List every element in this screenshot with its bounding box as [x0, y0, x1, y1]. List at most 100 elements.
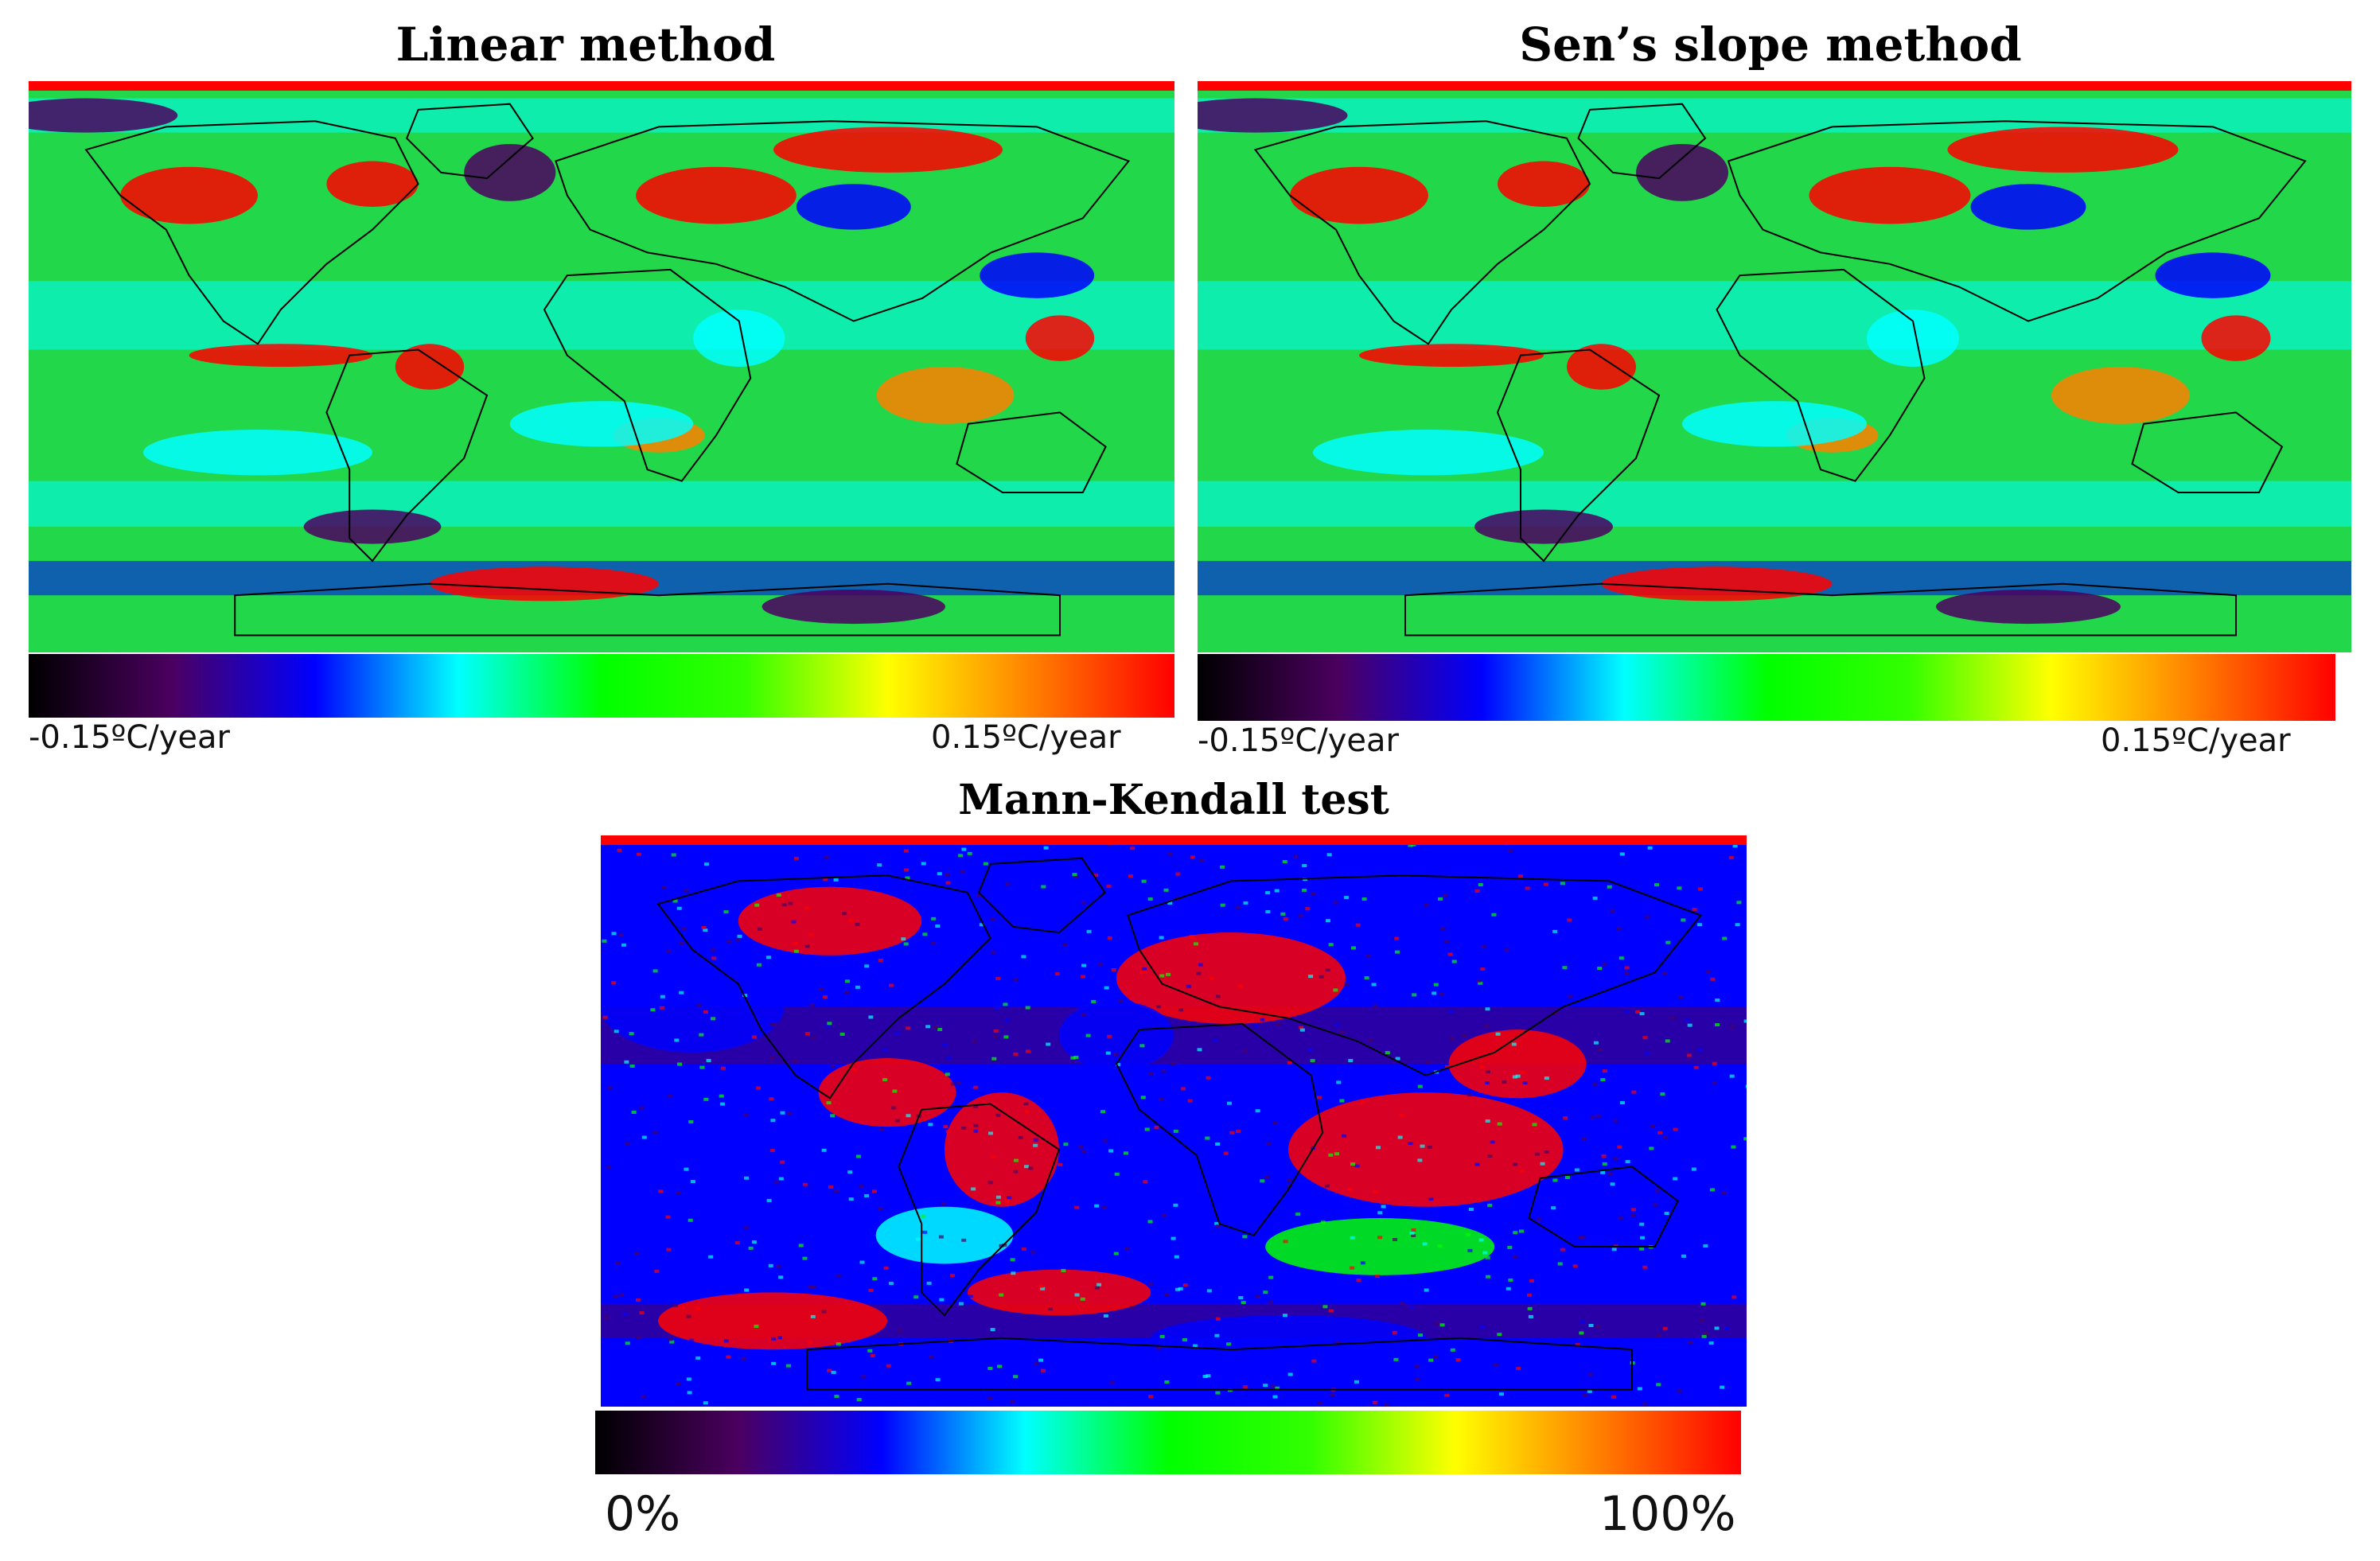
- speckle: [889, 983, 894, 987]
- speckle: [742, 1217, 748, 1221]
- speckle: [1544, 1201, 1550, 1205]
- speckle: [1173, 1203, 1178, 1207]
- colorbar-gradient: [29, 654, 1174, 718]
- speckle: [1311, 917, 1316, 921]
- coastline-north-america: [1253, 120, 1591, 345]
- speckle: [956, 1080, 962, 1084]
- coastline-africa: [543, 268, 752, 482]
- speckle: [1443, 1391, 1448, 1395]
- speckle: [639, 1311, 645, 1315]
- speckle: [1272, 1122, 1278, 1125]
- speckle: [811, 1211, 816, 1215]
- speckle: [848, 1197, 854, 1201]
- speckle: [1305, 907, 1311, 911]
- speckle: [619, 1294, 625, 1298]
- speckle: [614, 1030, 619, 1034]
- speckle: [723, 1339, 729, 1343]
- speckle: [1097, 1283, 1102, 1287]
- speckle: [1722, 936, 1728, 940]
- speckle: [659, 1036, 664, 1040]
- speckle: [1274, 889, 1280, 893]
- speckle: [810, 1003, 816, 1007]
- speckle: [1743, 1137, 1747, 1141]
- speckle: [1164, 1380, 1170, 1384]
- speckle: [999, 1293, 1004, 1297]
- speckle: [836, 1274, 841, 1278]
- speckle: [1625, 1160, 1630, 1164]
- speckle: [830, 1065, 836, 1069]
- speckle: [695, 1307, 701, 1310]
- speckle: [1244, 1349, 1249, 1353]
- speckle: [1004, 882, 1010, 886]
- speckle: [660, 995, 665, 998]
- speckle: [1054, 972, 1060, 976]
- speckle: [773, 1181, 779, 1185]
- speckle: [711, 956, 717, 960]
- speckle: [1599, 1132, 1605, 1136]
- speckle: [687, 1391, 692, 1395]
- speckle: [1428, 1197, 1434, 1201]
- speckle: [1563, 1116, 1568, 1119]
- speckle: [1504, 948, 1509, 952]
- speckle: [788, 901, 793, 905]
- speckle: [931, 941, 937, 945]
- speckle: [1374, 1275, 1380, 1278]
- speckle: [1047, 853, 1053, 857]
- speckle: [1715, 1023, 1720, 1026]
- speckle: [860, 1175, 866, 1179]
- speckle: [1293, 854, 1299, 858]
- speckle: [1370, 925, 1376, 929]
- speckle: [1077, 1006, 1082, 1010]
- speckle: [1642, 1036, 1648, 1040]
- speckle: [1014, 1158, 1019, 1162]
- speckle: [735, 937, 741, 941]
- speckle: [710, 948, 715, 952]
- speckle: [1373, 1190, 1378, 1194]
- speckle: [1280, 1401, 1285, 1405]
- speckle: [1209, 977, 1214, 980]
- speckle: [1319, 975, 1324, 979]
- speckle: [629, 1032, 634, 1036]
- speckle: [942, 1043, 948, 1047]
- latitude-band: [1198, 481, 2351, 527]
- speckle: [1063, 1211, 1069, 1215]
- speckle: [1743, 1019, 1747, 1023]
- speckle: [1283, 1240, 1288, 1244]
- speckle: [1255, 1109, 1260, 1113]
- speckle: [1033, 1143, 1038, 1147]
- anomaly-region: [1936, 590, 2121, 625]
- speckle: [695, 1350, 701, 1354]
- speckle: [1336, 1080, 1342, 1084]
- speckle: [671, 853, 676, 857]
- speckle: [1450, 1037, 1455, 1041]
- speckle: [1342, 1134, 1347, 1138]
- speckle: [1155, 1346, 1161, 1350]
- speckle: [1081, 901, 1086, 905]
- speckle: [1439, 992, 1444, 996]
- speckle: [1299, 913, 1304, 917]
- speckle: [1654, 883, 1659, 887]
- anomaly-region: [1947, 127, 2179, 173]
- speckle: [1021, 1247, 1026, 1251]
- speckle: [1038, 1358, 1043, 1362]
- speckle: [1617, 1145, 1622, 1149]
- speckle: [681, 927, 687, 931]
- speckle: [688, 1120, 694, 1123]
- speckle: [1311, 1359, 1317, 1363]
- speckle: [769, 1056, 775, 1060]
- speckle: [699, 1065, 705, 1069]
- speckle: [882, 1078, 888, 1081]
- coastline-south-america: [1496, 348, 1661, 563]
- speckle: [723, 910, 729, 914]
- speckle: [1493, 1364, 1498, 1367]
- speckle: [1485, 1255, 1490, 1259]
- speckle: [1520, 1169, 1525, 1173]
- speckle: [945, 873, 950, 877]
- speckle: [791, 920, 797, 924]
- speckle: [1562, 966, 1568, 970]
- speckle: [937, 1027, 943, 1031]
- speckle: [1516, 1367, 1521, 1371]
- speckle: [1696, 923, 1702, 927]
- speckle: [1187, 1099, 1193, 1103]
- speckle: [1656, 1333, 1661, 1337]
